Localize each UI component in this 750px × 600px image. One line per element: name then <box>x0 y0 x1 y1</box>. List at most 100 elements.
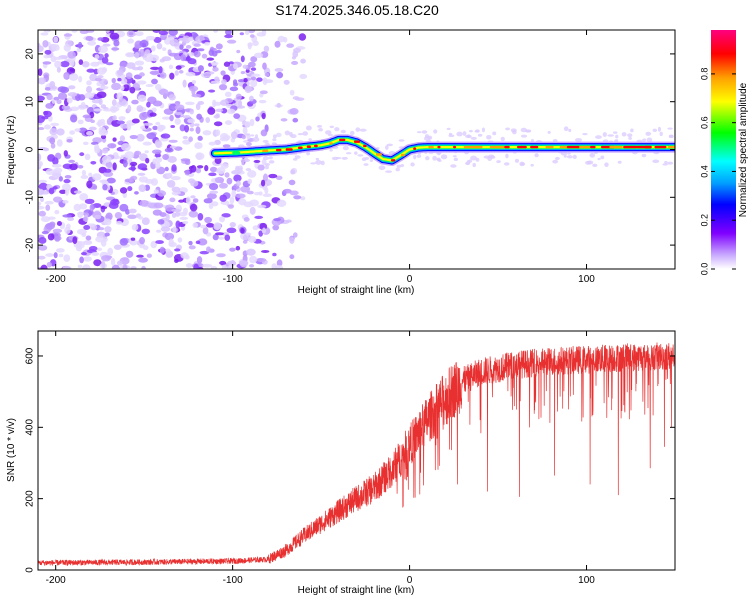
noise-speckle <box>215 50 222 54</box>
noise-speckle <box>238 198 247 206</box>
noise-speckle <box>218 182 228 189</box>
noise-speckle <box>56 99 62 105</box>
halo-speckle <box>524 129 532 133</box>
noise-speckle <box>229 196 235 204</box>
noise-speckle <box>120 143 131 152</box>
noise-speckle <box>112 115 117 121</box>
noise-speckle <box>209 190 219 194</box>
noise-speckle <box>139 72 145 77</box>
noise-speckle <box>94 214 102 220</box>
noise-speckle <box>45 222 55 230</box>
halo-speckle <box>341 156 348 160</box>
signal-peak <box>329 142 333 145</box>
halo-speckle <box>272 138 277 142</box>
halo-speckle <box>627 133 633 138</box>
noise-speckle <box>160 133 171 139</box>
noise-speckle <box>38 153 42 162</box>
noise-speckle <box>161 56 172 62</box>
halo-speckle <box>410 162 415 167</box>
colorbar-label: Normalized spectral amplitude <box>738 82 749 217</box>
noise-speckle <box>174 146 183 151</box>
noise-speckle <box>105 30 110 33</box>
spectrogram-y-ticks: -20 -10 0 10 20 <box>25 48 675 252</box>
noise-speckle <box>128 208 137 214</box>
noise-speckle <box>153 36 162 43</box>
noise-speckle <box>242 239 248 244</box>
halo-speckle <box>398 139 405 142</box>
noise-speckle <box>131 223 139 231</box>
noise-speckle <box>111 264 120 269</box>
snr-panel: -200 -100 0 100 0 200 400 600 Height of straig… <box>6 330 676 596</box>
noise-speckle <box>103 171 114 177</box>
halo-speckle <box>450 164 457 168</box>
signal-peak <box>545 145 554 149</box>
noise-speckle <box>240 71 245 75</box>
noise-speckle <box>47 154 56 162</box>
noise-speckle <box>229 247 236 252</box>
noise-speckle <box>250 56 258 63</box>
noise-speckle <box>168 94 176 101</box>
halo-speckle <box>642 138 647 142</box>
noise-speckle <box>293 195 302 200</box>
noise-speckle <box>63 179 71 184</box>
noise-speckle <box>150 45 156 52</box>
noise-speckle <box>196 165 204 169</box>
halo-speckle <box>552 139 558 143</box>
noise-speckle <box>175 65 182 70</box>
spectrogram-y-tick-label: 10 <box>25 96 36 108</box>
signal-peak <box>504 145 510 149</box>
halo-speckle <box>395 167 400 172</box>
noise-speckle <box>149 112 157 117</box>
noise-speckle <box>48 115 53 122</box>
noise-speckle <box>249 118 255 127</box>
noise-speckle <box>151 78 158 85</box>
noise-speckle <box>142 245 149 251</box>
halo-speckle <box>486 134 492 140</box>
noise-speckle <box>38 179 48 184</box>
noise-speckle <box>102 148 109 154</box>
noise-speckle <box>55 248 65 253</box>
noise-speckle <box>249 206 256 215</box>
noise-speckle <box>131 118 140 124</box>
noise-speckle <box>52 170 62 179</box>
noise-speckle <box>73 203 82 212</box>
noise-speckle <box>164 147 174 153</box>
noise-speckle <box>189 108 194 115</box>
signal-peak <box>489 145 505 149</box>
noise-speckle <box>276 102 281 108</box>
halo-speckle <box>346 152 352 155</box>
signal-peak <box>428 145 434 149</box>
noise-speckle <box>90 161 97 165</box>
colorbar-tick-label: 0.2 <box>699 214 709 227</box>
signal-peak <box>437 145 441 149</box>
noise-speckle <box>82 114 92 119</box>
halo-speckle <box>470 155 477 161</box>
noise-speckle <box>274 40 281 48</box>
noise-speckle <box>247 30 256 34</box>
noise-speckle <box>86 80 92 86</box>
noise-speckle <box>257 204 267 209</box>
halo-speckle <box>416 154 422 158</box>
signal-peak <box>375 153 382 156</box>
noise-speckle <box>150 54 160 62</box>
halo-speckle <box>554 156 560 161</box>
noise-speckle <box>41 230 49 235</box>
halo-speckle <box>318 128 323 132</box>
halo-speckle <box>563 155 567 158</box>
halo-speckle <box>294 155 301 159</box>
noise-speckle <box>38 127 45 131</box>
noise-speckle <box>255 116 260 122</box>
noise-speckle <box>64 226 71 234</box>
noise-speckle <box>104 232 110 237</box>
halo-speckle <box>470 136 477 140</box>
noise-speckle <box>77 264 83 269</box>
noise-speckle <box>220 99 229 106</box>
noise-speckle <box>56 220 62 227</box>
halo-speckle <box>662 163 669 166</box>
halo-speckle <box>329 125 334 129</box>
noise-speckle <box>119 187 128 194</box>
halo-speckle <box>421 130 428 134</box>
noise-speckle <box>210 265 218 269</box>
noise-speckle <box>54 237 60 242</box>
